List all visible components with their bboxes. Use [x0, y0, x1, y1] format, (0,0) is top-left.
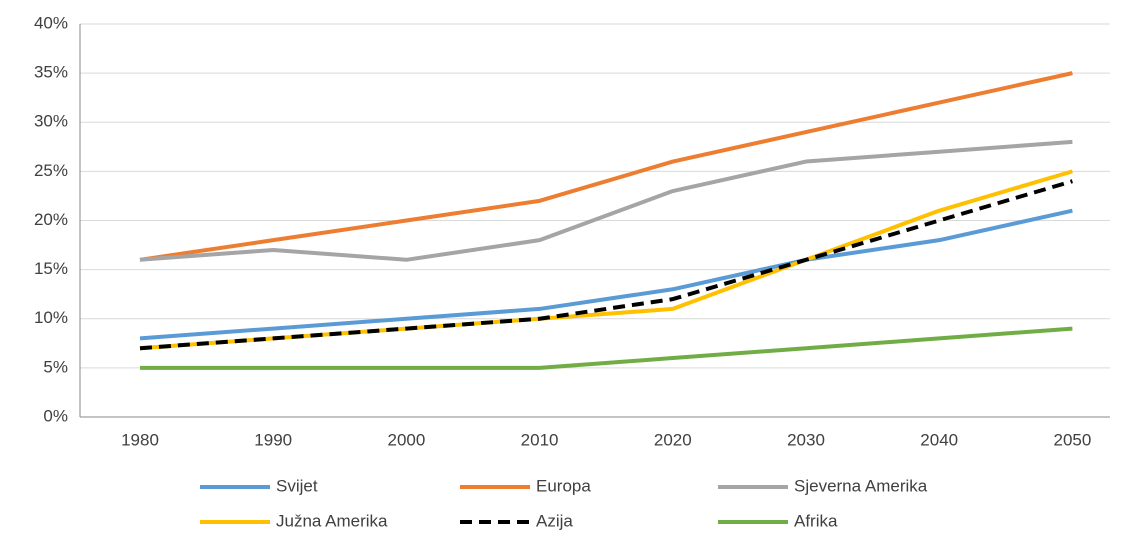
y-tick-label: 15%: [34, 259, 68, 278]
y-tick-label: 40%: [34, 13, 68, 32]
legend-label: Južna Amerika: [276, 511, 388, 530]
y-tick-label: 0%: [43, 406, 68, 425]
series-line: [139, 139, 1073, 262]
x-tick-label: 2050: [1053, 430, 1091, 449]
y-tick-label: 10%: [34, 308, 68, 327]
y-tick-label: 5%: [43, 357, 68, 376]
legend-label: Afrika: [794, 511, 838, 530]
legend-label: Europa: [536, 476, 591, 495]
x-tick-label: 2010: [521, 430, 559, 449]
x-tick-label: 2030: [787, 430, 825, 449]
series-line: [139, 71, 1073, 262]
x-tick-label: 2040: [920, 430, 958, 449]
legend-label: Sjeverna Amerika: [794, 476, 928, 495]
y-tick-label: 35%: [34, 63, 68, 82]
series-line: [139, 208, 1073, 341]
x-tick-label: 1980: [121, 430, 159, 449]
y-tick-label: 20%: [34, 210, 68, 229]
series-line: [139, 169, 1073, 351]
series-line: [140, 326, 1073, 370]
legend-label: Svijet: [276, 476, 318, 495]
y-tick-label: 25%: [34, 161, 68, 180]
series-line: [139, 179, 1073, 351]
legend-label: Azija: [536, 511, 573, 530]
x-tick-label: 2000: [387, 430, 425, 449]
x-tick-label: 2020: [654, 430, 692, 449]
y-tick-label: 30%: [34, 112, 68, 131]
x-tick-label: 1990: [254, 430, 292, 449]
